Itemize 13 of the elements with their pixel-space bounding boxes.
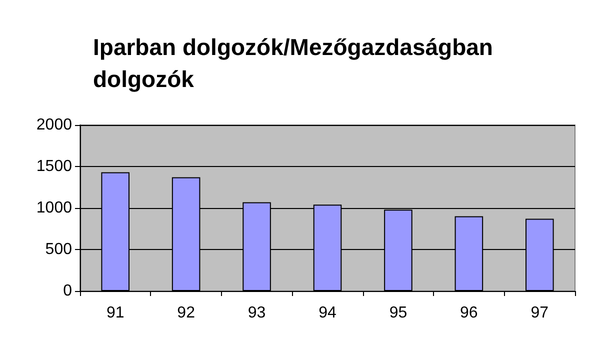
chart-title: Iparban dolgozók/Mezőgazdaságban dolgozók [93, 34, 493, 92]
y-tick-label: 2000 [36, 116, 72, 134]
x-tick-label: 95 [389, 304, 408, 322]
y-tick-label: 1000 [36, 200, 72, 216]
y-tick-label: 0 [63, 282, 72, 300]
y-tick-label: 500 [45, 241, 72, 258]
x-tick-label: 93 [248, 304, 266, 322]
x-tick-label: 97 [530, 304, 549, 322]
y-tick-label: 1500 [36, 158, 72, 175]
x-tick-label: 91 [106, 304, 124, 322]
x-tick-label: 94 [318, 304, 336, 322]
x-tick-label: 96 [460, 304, 478, 322]
x-tick-label: 92 [177, 304, 196, 322]
